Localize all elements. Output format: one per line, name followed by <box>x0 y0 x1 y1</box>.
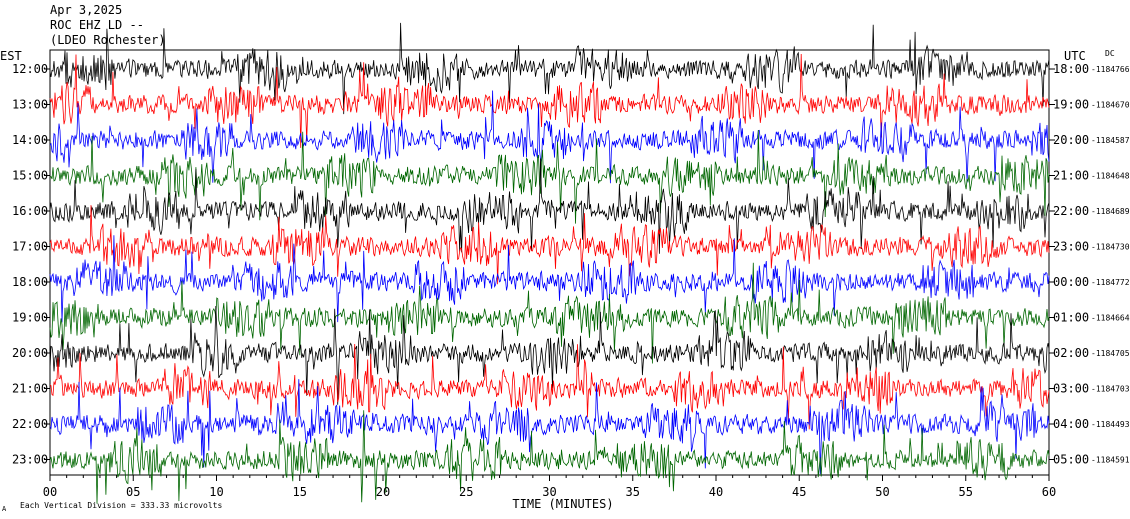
utc-tick-label: 04:00 <box>1053 417 1089 431</box>
dc-label: DC <box>1105 49 1115 58</box>
trace-line-1700 <box>49 205 1050 285</box>
x-tick-label: 55 <box>959 485 973 499</box>
utc-tick-label: 05:00 <box>1053 453 1089 467</box>
est-tick-label: 21:00 <box>12 382 48 396</box>
dc-offset-label: -1184766 <box>1091 65 1130 74</box>
trace-line-1900 <box>49 262 1050 364</box>
trace-line-2100 <box>49 343 1050 430</box>
dc-offset-label: -1184772 <box>1091 278 1130 287</box>
trace-line-1800 <box>49 235 1050 323</box>
x-tick-label: 60 <box>1042 485 1056 499</box>
x-tick-label: 50 <box>875 485 889 499</box>
x-tick-label: 30 <box>542 485 556 499</box>
dc-offset-label: -1184689 <box>1091 207 1130 216</box>
x-tick-label: 45 <box>792 485 806 499</box>
header-station: ROC EHZ LD -- <box>50 18 144 32</box>
x-tick-label: 00 <box>43 485 57 499</box>
x-tick-label: 15 <box>293 485 307 499</box>
utc-tick-label: 02:00 <box>1053 346 1089 360</box>
est-tick-label: 20:00 <box>12 346 48 360</box>
x-tick-label: 35 <box>626 485 640 499</box>
header-location: (LDEO Rochester) <box>50 33 166 47</box>
utc-tick-label: 22:00 <box>1053 204 1089 218</box>
utc-tick-label: 19:00 <box>1053 98 1089 112</box>
utc-tick-label: 21:00 <box>1053 169 1089 183</box>
est-tick-label: 15:00 <box>12 169 48 183</box>
est-tick-label: 18:00 <box>12 275 48 289</box>
x-tick-label: 20 <box>376 485 390 499</box>
est-tick-label: 22:00 <box>12 417 48 431</box>
utc-tick-label: 20:00 <box>1053 133 1089 147</box>
dc-offset-label: -1184591 <box>1091 456 1130 465</box>
header-date: Apr 3,2025 <box>50 3 123 17</box>
est-tick-label: 17:00 <box>12 240 48 254</box>
dc-offset-label: -1184648 <box>1091 172 1130 181</box>
trace-line-1600 <box>49 158 1050 254</box>
trace-line-2000 <box>49 305 1050 405</box>
est-tick-label: 12:00 <box>12 62 48 76</box>
footer-mark: A <box>2 505 7 513</box>
trace-line-2200 <box>49 379 1050 475</box>
dc-offset-label: -1184670 <box>1091 101 1130 110</box>
left-axis-title: EST <box>0 49 22 63</box>
utc-tick-label: 00:00 <box>1053 275 1089 289</box>
est-tick-label: 16:00 <box>12 204 48 218</box>
utc-tick-label: 03:00 <box>1053 382 1089 396</box>
trace-line-2300 <box>49 410 1050 504</box>
dc-offset-label: -1184587 <box>1091 136 1130 145</box>
est-tick-label: 23:00 <box>12 453 48 467</box>
x-tick-label: 05 <box>126 485 140 499</box>
utc-tick-label: 23:00 <box>1053 240 1089 254</box>
trace-line-1200 <box>49 22 1050 115</box>
x-tick-label: 40 <box>709 485 723 499</box>
right-axis-title: UTC <box>1064 49 1086 63</box>
trace-line-1500 <box>49 129 1050 224</box>
dc-offset-label: -1184730 <box>1091 243 1130 252</box>
utc-tick-label: 01:00 <box>1053 311 1089 325</box>
dc-offset-label: -1184703 <box>1091 385 1130 394</box>
est-tick-label: 19:00 <box>12 311 48 325</box>
est-tick-label: 13:00 <box>12 98 48 112</box>
x-axis-title: TIME (MINUTES) <box>512 497 613 511</box>
trace-line-1300 <box>49 53 1050 148</box>
scale-footer-note: Each Vertical Division = 333.33 microvol… <box>20 501 222 510</box>
x-tick-label: 25 <box>459 485 473 499</box>
dc-offset-label: -1184493 <box>1091 420 1130 429</box>
dc-offset-label: -1184664 <box>1091 314 1130 323</box>
est-tick-label: 14:00 <box>12 133 48 147</box>
x-tick-label: 10 <box>209 485 223 499</box>
trace-line-1400 <box>49 90 1050 184</box>
utc-tick-label: 18:00 <box>1053 62 1089 76</box>
dc-offset-label: -1184705 <box>1091 349 1130 358</box>
